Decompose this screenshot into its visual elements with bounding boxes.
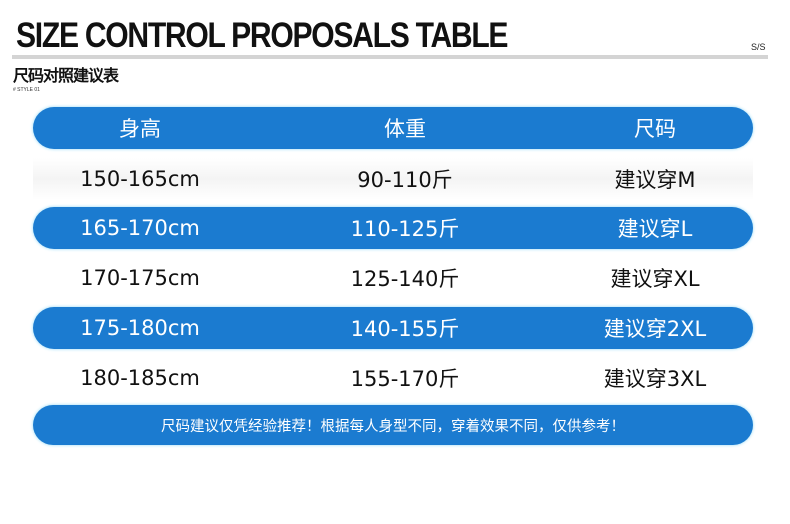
- height-cell: 180-185cm: [80, 366, 200, 390]
- table-row: 150-165cm 90-110斤 建议穿M: [33, 158, 753, 200]
- table-row: 165-170cm 110-125斤 建议穿L: [33, 207, 753, 249]
- divider: [12, 55, 768, 59]
- weight-cell: 140-155斤: [350, 317, 460, 341]
- season-label: S/S: [751, 42, 766, 52]
- table-row: 180-185cm 155-170斤 建议穿3XL: [33, 357, 753, 399]
- size-cell: 建议穿3XL: [603, 367, 707, 391]
- height-cell: 150-165cm: [80, 167, 200, 191]
- size-cell: 建议穿M: [614, 168, 696, 192]
- weight-cell: 155-170斤: [350, 367, 460, 391]
- size-cell: 建议穿XL: [610, 267, 700, 291]
- size-cell: 建议穿2XL: [603, 317, 707, 341]
- size-cell: 建议穿L: [617, 217, 693, 241]
- height-cell: 175-180cm: [80, 316, 200, 340]
- table-row: 170-175cm 125-140斤 建议穿XL: [33, 257, 753, 299]
- column-header-size: 尺码: [634, 117, 676, 141]
- weight-cell: 90-110斤: [357, 168, 453, 192]
- height-cell: 170-175cm: [80, 266, 200, 290]
- style-label: # STYLE 01: [13, 87, 40, 93]
- weight-cell: 110-125斤: [350, 217, 460, 241]
- page-title: SIZE CONTROL PROPOSALS TABLE: [16, 16, 509, 55]
- column-header-weight: 体重: [384, 117, 426, 141]
- height-cell: 165-170cm: [80, 216, 200, 240]
- table-header: 身高 体重 尺码: [33, 107, 753, 149]
- subtitle: 尺码对照建议表: [13, 66, 119, 85]
- table-row: 175-180cm 140-155斤 建议穿2XL: [33, 307, 753, 349]
- column-header-height: 身高: [119, 117, 161, 141]
- footer-note: 尺码建议仅凭经验推荐！根据每人身型不同，穿着效果不同，仅供参考！: [33, 405, 753, 445]
- weight-cell: 125-140斤: [350, 267, 460, 291]
